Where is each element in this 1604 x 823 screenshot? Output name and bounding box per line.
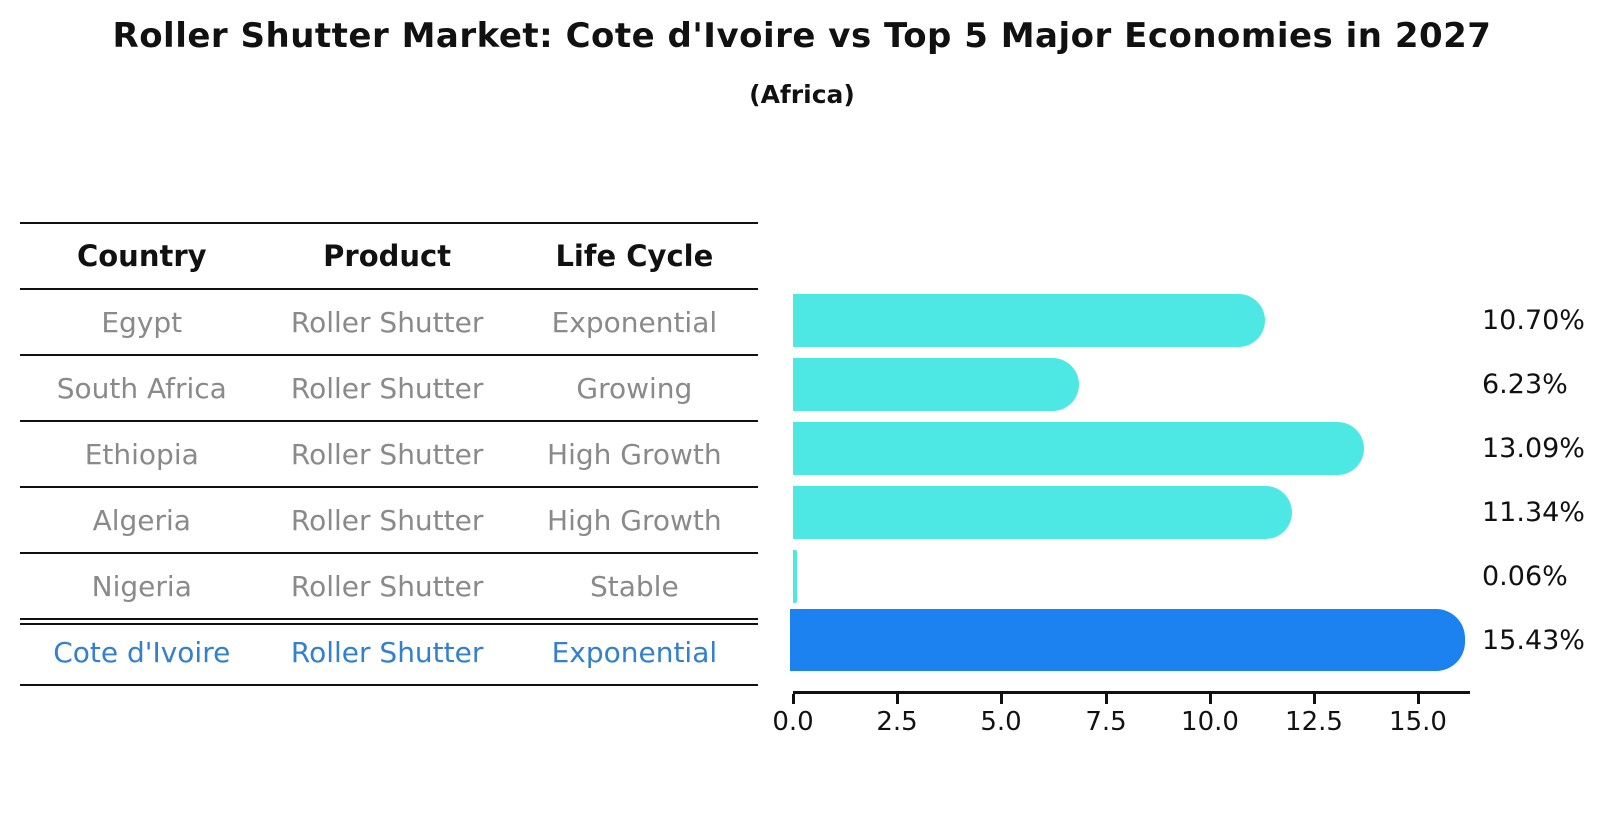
cell-country: Egypt [101,305,183,339]
bar-row [793,352,1470,416]
bar-chart-plot-area [790,288,1470,672]
bar-south-africa [793,357,1079,411]
table-row-algeria: Algeria Roller Shutter High Growth [20,488,758,554]
cell-lifecycle: Stable [590,569,679,603]
tick-mark [791,694,795,704]
tick-mark [999,694,1003,704]
tick-mark [1208,694,1212,704]
tick-label: 15.0 [1389,707,1447,737]
x-axis-line [793,691,1470,694]
cell-country: Algeria [92,503,191,537]
cell-product: Roller Shutter [290,437,484,471]
tick-mark [1104,694,1108,704]
x-axis: 0.0 2.5 5.0 7.5 10.0 12.5 15.0 [772,691,1470,751]
col-header-lifecycle: Life Cycle [555,239,714,273]
tick-label: 12.5 [1285,707,1343,737]
bar-row [793,416,1470,480]
tick-mark [895,694,899,704]
value-label-algeria: 11.34% [1482,496,1585,528]
cell-product: Roller Shutter [290,305,484,339]
bar-row [793,544,1470,608]
cell-product: Roller Shutter [290,569,484,603]
table-row-south-africa: South Africa Roller Shutter Growing [20,356,758,422]
cell-product: Roller Shutter [290,635,484,669]
cell-product: Roller Shutter [290,371,484,405]
value-label-south-africa: 6.23% [1482,368,1568,400]
comparison-table: Country Product Life Cycle Egypt Roller … [20,222,758,686]
cell-product: Roller Shutter [290,503,484,537]
cell-lifecycle: Growing [576,371,693,405]
col-header-country: Country [76,239,207,273]
bar-row [790,608,1470,672]
table-row-nigeria: Nigeria Roller Shutter Stable [20,554,758,620]
tick-label: 0.0 [772,707,814,737]
bar-egypt [793,293,1265,347]
cell-lifecycle: Exponential [551,635,718,669]
chart-title: Roller Shutter Market: Cote d'Ivoire vs … [112,16,1492,56]
col-header-product: Product [323,239,452,273]
table-header-row: Country Product Life Cycle [20,224,758,290]
table-row-cote-divoire-highlighted: Cote d'Ivoire Roller Shutter Exponential [20,620,758,686]
cell-country: Nigeria [91,569,192,603]
tick-label: 10.0 [1181,707,1239,737]
value-label-ethiopia: 13.09% [1482,432,1585,464]
bar-ethiopia [793,421,1365,475]
tick-mark [1416,694,1420,704]
value-label-cote-divoire: 15.43% [1482,624,1585,656]
bar-row [793,288,1470,352]
value-label-egypt: 10.70% [1482,304,1585,336]
tick-label: 5.0 [980,707,1022,737]
chart-subtitle: (Africa) [749,80,855,109]
tick-label: 2.5 [876,707,918,737]
cell-country: South Africa [56,371,227,405]
tick-mark [1312,694,1316,704]
bar-nigeria [793,549,797,603]
cell-lifecycle: Exponential [551,305,718,339]
cell-lifecycle: High Growth [547,437,722,471]
bar-value-labels: 10.70% 6.23% 13.09% 11.34% 0.06% 15.43% [1482,288,1604,672]
bar-algeria [793,485,1292,539]
bar-cote-divoire-highlighted [790,609,1465,671]
table-row-ethiopia: Ethiopia Roller Shutter High Growth [20,422,758,488]
cell-country: Cote d'Ivoire [53,635,231,669]
cell-lifecycle: High Growth [547,503,722,537]
value-label-nigeria: 0.06% [1482,560,1568,592]
table-row-egypt: Egypt Roller Shutter Exponential [20,290,758,356]
cell-country: Ethiopia [84,437,199,471]
tick-label: 7.5 [1085,707,1127,737]
bar-row [793,480,1470,544]
